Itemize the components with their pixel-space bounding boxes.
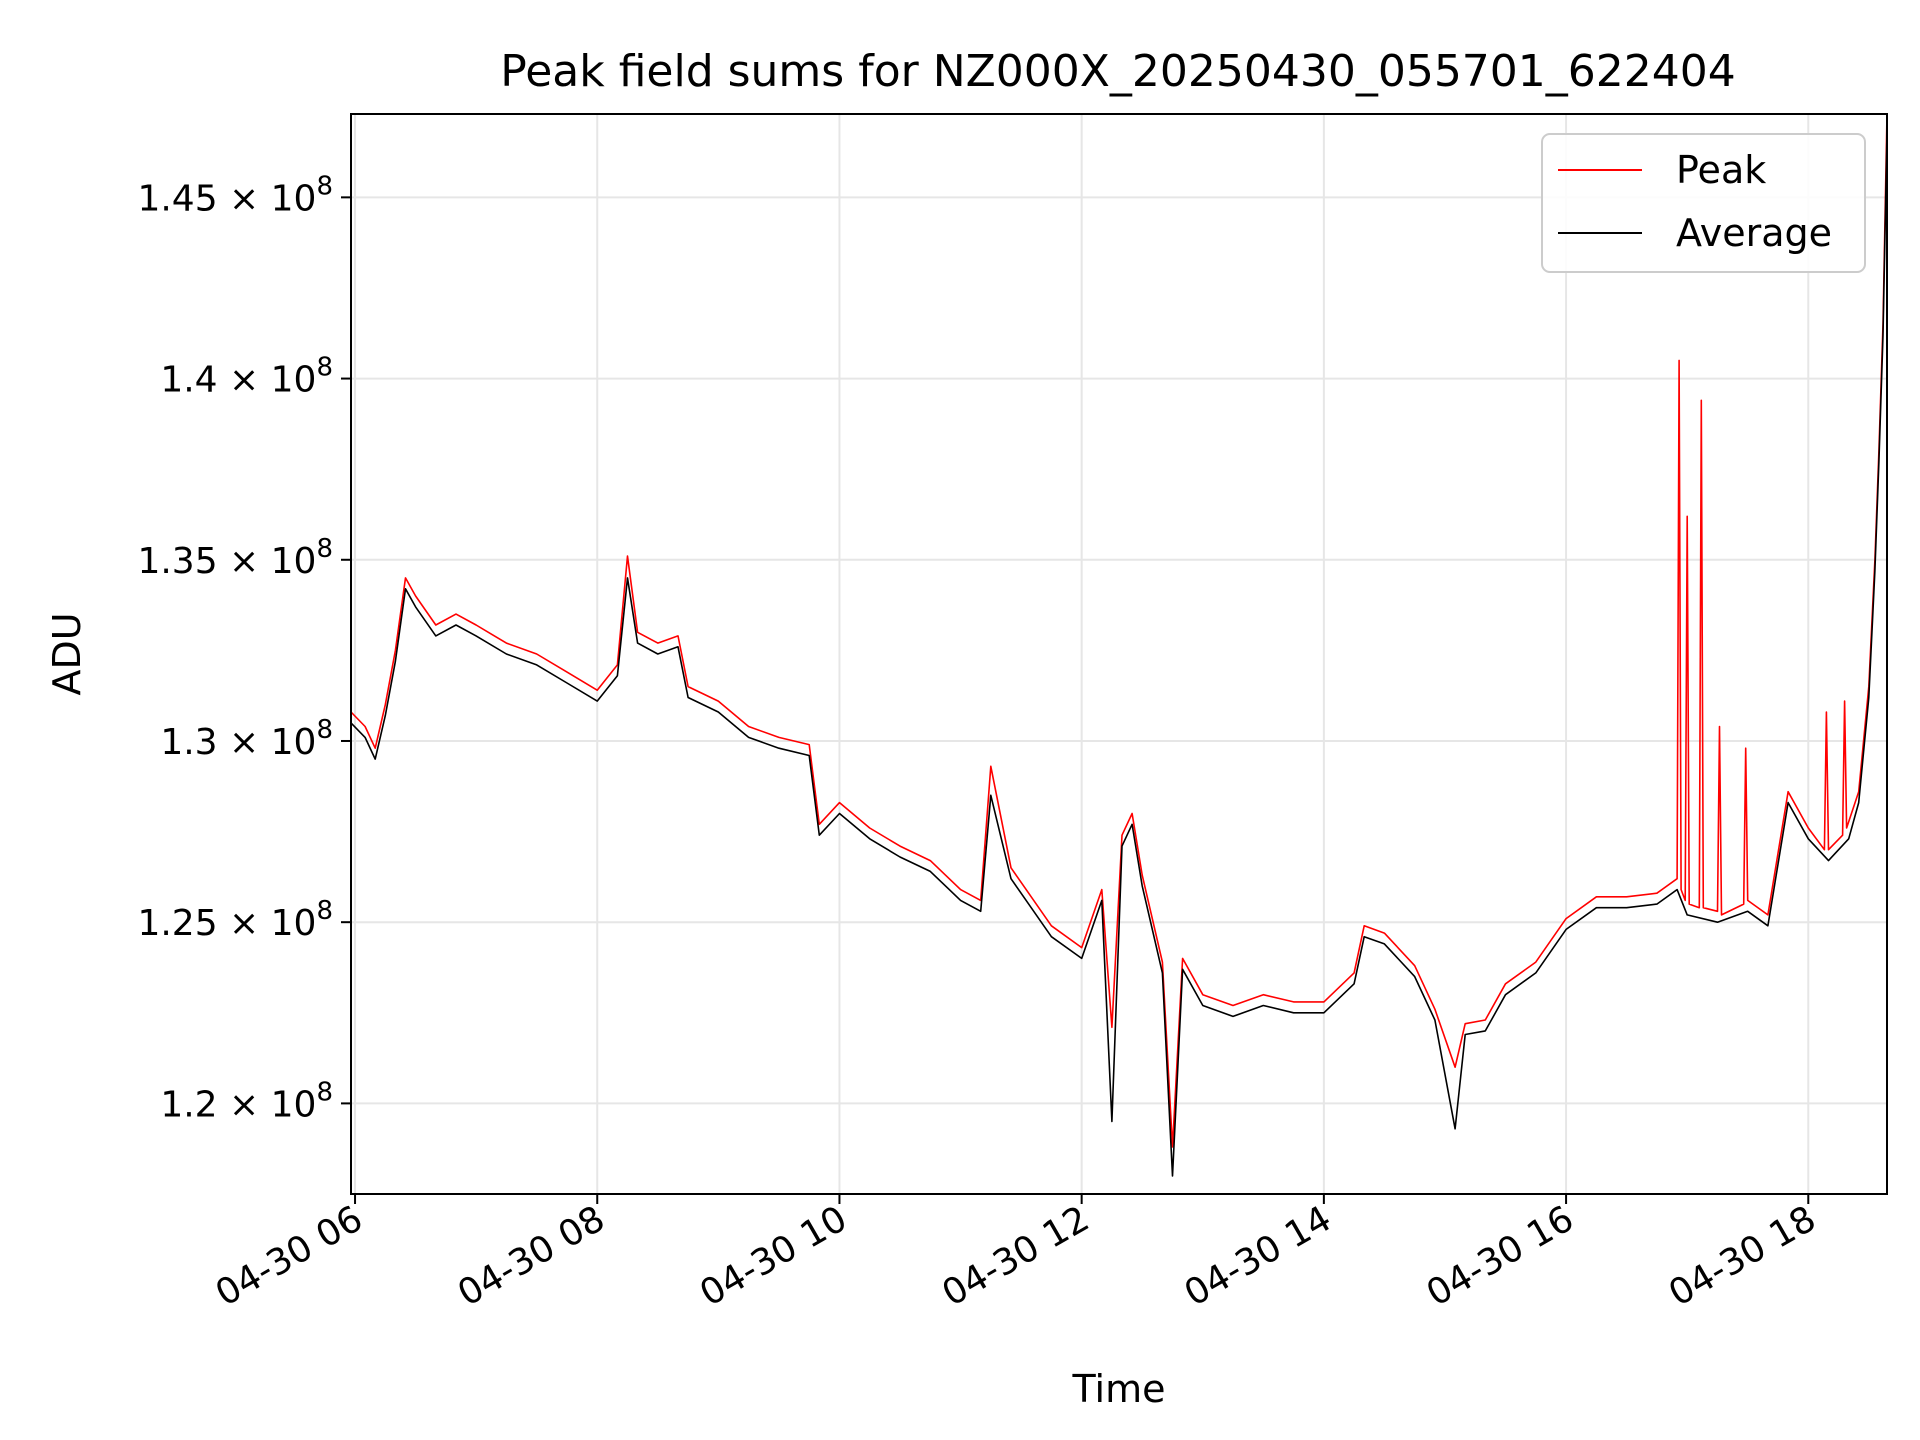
y-tick-label: 1.2 × 108 <box>160 1077 333 1125</box>
y-tick-times: × 10 <box>218 1084 317 1125</box>
y-tick-times: × 10 <box>218 722 317 763</box>
plot-frame <box>350 113 1888 1195</box>
y-tick-mantissa: 1.35 <box>137 541 217 582</box>
y-tick-exponent: 8 <box>316 171 333 201</box>
y-axis-label: ADU <box>45 612 89 695</box>
y-tick-label: 1.3 × 108 <box>160 715 333 763</box>
y-tick-mantissa: 1.25 <box>137 903 217 944</box>
legend: Peak Average <box>1541 133 1866 273</box>
legend-label-peak: Peak <box>1676 148 1766 192</box>
y-tick-times: × 10 <box>218 541 317 582</box>
y-tick-times: × 10 <box>218 360 317 401</box>
y-tick-mantissa: 1.3 <box>160 722 217 763</box>
x-axis-label: Time <box>1072 1367 1166 1411</box>
legend-box <box>1541 133 1866 273</box>
series-line-peak <box>350 113 1888 1148</box>
series-line-average <box>350 132 1888 1177</box>
y-tick-label: 1.35 × 108 <box>137 534 333 582</box>
y-tick-exponent: 8 <box>316 1077 333 1107</box>
y-tick-label: 1.4 × 108 <box>160 353 333 401</box>
y-tick-exponent: 8 <box>316 534 333 564</box>
legend-label-average: Average <box>1676 211 1832 255</box>
y-tick-exponent: 8 <box>316 353 333 383</box>
y-tick-mantissa: 1.2 <box>160 1084 217 1125</box>
y-tick-exponent: 8 <box>316 715 333 745</box>
y-tick-label: 1.25 × 108 <box>137 896 333 944</box>
y-tick-times: × 10 <box>218 903 317 944</box>
chart-title: Peak field sums for NZ000X_20250430_0557… <box>500 46 1736 97</box>
y-tick-exponent: 8 <box>316 896 333 926</box>
y-tick-mantissa: 1.45 <box>137 178 217 219</box>
grid <box>351 114 1887 1194</box>
y-tick-mantissa: 1.4 <box>160 360 217 401</box>
y-tick-times: × 10 <box>218 178 317 219</box>
series-layer <box>350 113 1888 1177</box>
y-tick-label: 1.45 × 108 <box>137 171 333 219</box>
